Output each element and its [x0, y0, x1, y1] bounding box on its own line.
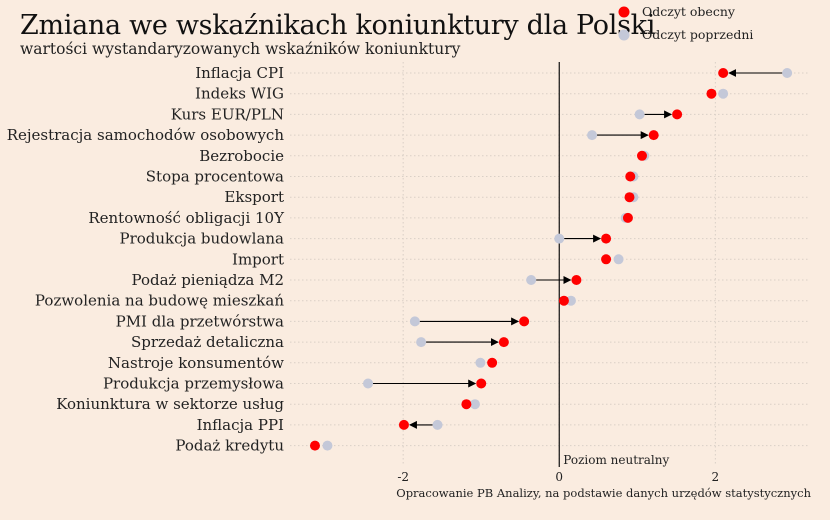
previous-point	[363, 378, 374, 389]
indicator-row: Indeks WIG	[195, 85, 729, 103]
category-label: Nastroje konsumentów	[108, 354, 284, 372]
previous-point	[554, 233, 565, 244]
indicator-row: Inflacja PPI	[197, 416, 443, 434]
previous-point	[416, 337, 427, 348]
previous-point	[613, 254, 624, 265]
category-label: Rentowność obligacji 10Y	[88, 209, 285, 227]
category-label: Inflacja PPI	[197, 416, 284, 434]
category-label: Stopa procentowa	[146, 168, 284, 186]
current-point	[625, 171, 636, 182]
category-label: Podaż pieniądza M2	[131, 271, 284, 289]
previous-point	[322, 440, 333, 451]
indicator-row: Koniunktura w sektorze usług	[56, 395, 480, 413]
category-label: Rejestracja samochodów osobowych	[7, 126, 285, 144]
category-label: Indeks WIG	[195, 85, 284, 103]
indicator-row: Inflacja CPI	[195, 64, 793, 82]
chart-subtitle: wartości wystandaryzowanych wskaźników k…	[20, 40, 461, 58]
legend-label-previous: Odczyt poprzedni	[642, 27, 753, 42]
current-point	[487, 357, 498, 368]
previous-point	[526, 275, 537, 285]
category-label: Produkcja budowlana	[120, 230, 285, 248]
current-point	[718, 68, 729, 78]
indicator-row: Import	[232, 250, 624, 268]
previous-point	[469, 399, 480, 410]
previous-point	[409, 316, 420, 327]
category-label: Inflacja CPI	[195, 64, 284, 82]
category-label: Pozwolenia na budowę mieszkań	[35, 292, 284, 310]
category-label: Import	[232, 250, 284, 268]
current-point	[672, 109, 683, 120]
category-label: Koniunktura w sektorze usług	[56, 395, 284, 413]
current-point	[706, 88, 717, 99]
previous-point	[565, 295, 576, 306]
legend-label-current: Odczyt obecny	[642, 4, 736, 19]
current-point	[601, 254, 612, 265]
neutral-line-label: Poziom neutralny	[563, 453, 669, 467]
current-point	[309, 440, 320, 451]
current-point	[558, 295, 569, 306]
category-label: Eksport	[224, 188, 284, 206]
current-point	[622, 212, 633, 223]
previous-point	[475, 357, 486, 368]
category-label: Kurs EUR/PLN	[171, 105, 284, 123]
current-point	[571, 275, 582, 285]
chart-title: Zmiana we wskaźnikach koniunktury dla Po…	[20, 10, 656, 41]
indicator-row: Sprzedaż detaliczna	[131, 333, 509, 351]
indicator-row: Eksport	[224, 188, 639, 206]
x-tick-label: 0	[555, 470, 563, 484]
previous-point	[587, 130, 598, 141]
category-label: Podaż kredytu	[175, 437, 284, 455]
indicator-row: Podaż pieniądza M2	[131, 271, 582, 289]
indicator-row: Nastroje konsumentów	[108, 354, 498, 372]
indicator-row: Stopa procentowa	[146, 168, 639, 186]
indicator-row: Kurs EUR/PLN	[171, 105, 683, 123]
chart-caption: Opracowanie PB Analizy, na podstawie dan…	[396, 486, 811, 500]
x-tick-label: 2	[712, 470, 720, 484]
indicator-row: PMI dla przetwórstwa	[116, 312, 530, 330]
previous-point	[782, 68, 793, 78]
x-tick-label: -2	[397, 470, 409, 484]
indicator-row: Bezrobocie	[199, 147, 650, 165]
current-point	[519, 316, 530, 327]
legend-marker-current	[618, 6, 630, 18]
category-label: Produkcja przemysłowa	[103, 375, 284, 393]
category-label: PMI dla przetwórstwa	[116, 312, 284, 330]
indicator-row: Rejestracja samochodów osobowych	[7, 126, 659, 144]
category-label: Sprzedaż detaliczna	[131, 333, 284, 351]
category-label: Bezrobocie	[199, 147, 284, 165]
indicator-row: Produkcja przemysłowa	[103, 375, 487, 393]
indicator-row: Produkcja budowlana	[120, 230, 612, 248]
previous-point	[432, 419, 443, 430]
current-point	[398, 419, 409, 430]
current-point	[476, 378, 487, 389]
legend-marker-previous	[618, 29, 630, 41]
indicator-row: Podaż kredytu	[175, 437, 333, 455]
indicator-row: Pozwolenia na budowę mieszkań	[35, 292, 576, 310]
current-point	[648, 130, 659, 141]
current-point	[624, 192, 635, 203]
current-point	[498, 337, 509, 348]
previous-point	[634, 109, 645, 120]
previous-point	[718, 88, 729, 99]
current-point	[601, 233, 612, 244]
indicator-row: Rentowność obligacji 10Y	[88, 209, 633, 227]
current-point	[636, 150, 647, 161]
current-point	[461, 399, 472, 410]
